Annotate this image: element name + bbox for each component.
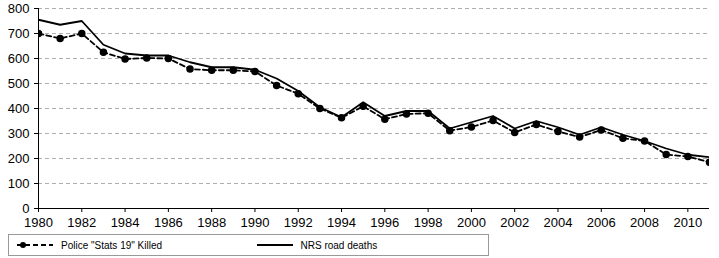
svg-text:1988: 1988 [197, 215, 226, 230]
svg-text:0: 0 [22, 201, 29, 216]
svg-text:2004: 2004 [544, 215, 573, 230]
svg-text:2000: 2000 [457, 215, 486, 230]
svg-text:500: 500 [8, 76, 30, 91]
svg-text:1982: 1982 [67, 215, 96, 230]
svg-text:1990: 1990 [240, 215, 269, 230]
svg-text:300: 300 [8, 126, 30, 141]
svg-text:2010: 2010 [673, 215, 702, 230]
svg-text:1996: 1996 [370, 215, 399, 230]
svg-text:200: 200 [8, 151, 30, 166]
svg-text:600: 600 [8, 51, 30, 66]
svg-text:1986: 1986 [154, 215, 183, 230]
svg-text:2008: 2008 [630, 215, 659, 230]
html-text:NRS road deaths: NRS road deaths [300, 239, 378, 251]
svg-text:1984: 1984 [111, 215, 140, 230]
svg-text:1994: 1994 [327, 215, 356, 230]
svg-text:400: 400 [8, 101, 30, 116]
svg-text:100: 100 [8, 176, 30, 191]
svg-text:700: 700 [8, 26, 30, 41]
svg-text:1980: 1980 [24, 215, 53, 230]
svg-text:2002: 2002 [500, 215, 529, 230]
svg-text:1998: 1998 [414, 215, 443, 230]
svg-text:2006: 2006 [587, 215, 616, 230]
svg-text:1992: 1992 [284, 215, 313, 230]
svg-text:800: 800 [8, 1, 30, 16]
html-text:Police "Stats 19" Killed: Police "Stats 19" Killed [61, 239, 162, 251]
